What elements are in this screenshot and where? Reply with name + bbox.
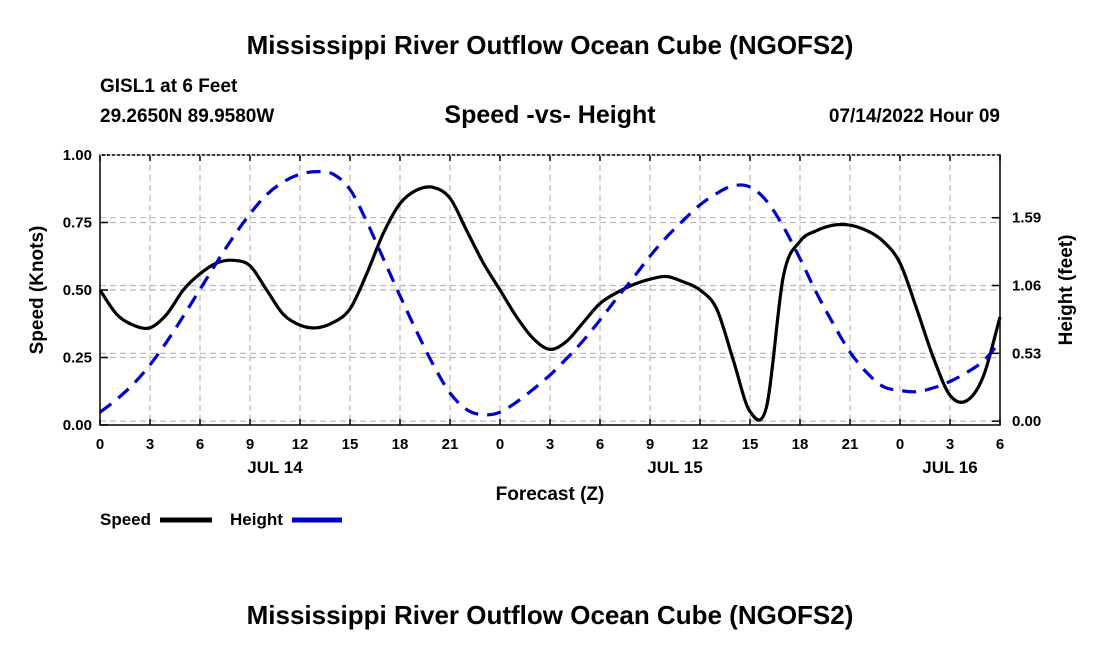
x-tick-label: 12 (292, 436, 309, 453)
y-left-tick-label: 0.00 (63, 417, 92, 434)
x-tick-label: 6 (196, 436, 204, 453)
y-left-tick-label: 0.25 (63, 350, 92, 367)
y-left-tick-label: 1.00 (63, 147, 92, 164)
date-label: JUL 14 (247, 458, 303, 477)
x-tick-label: 15 (342, 436, 359, 453)
chart-subtitle: Speed -vs- Height (444, 101, 656, 129)
x-tick-label: 9 (246, 436, 254, 453)
x-tick-label: 18 (392, 436, 409, 453)
x-tick-label: 6 (596, 436, 604, 453)
y-left-tick-label: 0.50 (63, 282, 92, 299)
series-line-height (99, 169, 1002, 417)
forecast-datetime: 07/14/2022 Hour 09 (828, 106, 1000, 127)
y-axis-right-label: Height (feet) (1056, 235, 1077, 346)
x-tick-label: 18 (792, 436, 809, 453)
series-line-speed (98, 185, 1002, 422)
bottom-title: Mississippi River Outflow Ocean Cube (NG… (246, 600, 854, 630)
station-label: GISL1 at 6 Feet (100, 76, 238, 97)
x-tick-label: 15 (742, 436, 759, 453)
y-right-tick-label: 0.00 (1012, 413, 1041, 430)
main-title: Mississippi River Outflow Ocean Cube (NG… (246, 30, 854, 60)
x-tick-label: 6 (996, 436, 1004, 453)
x-tick-label: 0 (496, 436, 504, 453)
x-tick-label: 0 (96, 436, 104, 453)
x-tick-label: 9 (646, 436, 654, 453)
y-right-tick-label: 1.06 (1012, 278, 1041, 295)
x-tick-label: 0 (896, 436, 904, 453)
date-label: JUL 16 (922, 458, 977, 477)
y-right-tick-label: 0.53 (1012, 345, 1041, 362)
legend-speed-label: Speed (100, 510, 151, 529)
series-layer (98, 169, 1002, 422)
y-left-tick-label: 0.75 (63, 215, 92, 232)
x-tick-label: 21 (442, 436, 459, 453)
legend-height-label: Height (230, 510, 283, 529)
date-label: JUL 15 (647, 458, 702, 477)
y-right-tick-label: 1.59 (1012, 210, 1041, 227)
x-tick-label: 21 (842, 436, 859, 453)
x-tick-label: 12 (692, 436, 709, 453)
station-coordinates: 29.2650N 89.9580W (100, 106, 275, 127)
axes: 0 3 6 9 12 15 18 21 0 3 6 9 12 15 18 21 0 3 6 JUL 14 JUL 15 J… (63, 147, 1041, 477)
y-axis-left-label: Speed (Knots) (27, 226, 48, 355)
x-tick-label: 3 (546, 436, 554, 453)
grid-lines (100, 155, 1000, 425)
x-tick-label: 3 (946, 436, 954, 453)
legend: Speed Height (100, 510, 342, 529)
x-axis-label: Forecast (Z) (496, 484, 605, 505)
x-tick-label: 3 (146, 436, 154, 453)
